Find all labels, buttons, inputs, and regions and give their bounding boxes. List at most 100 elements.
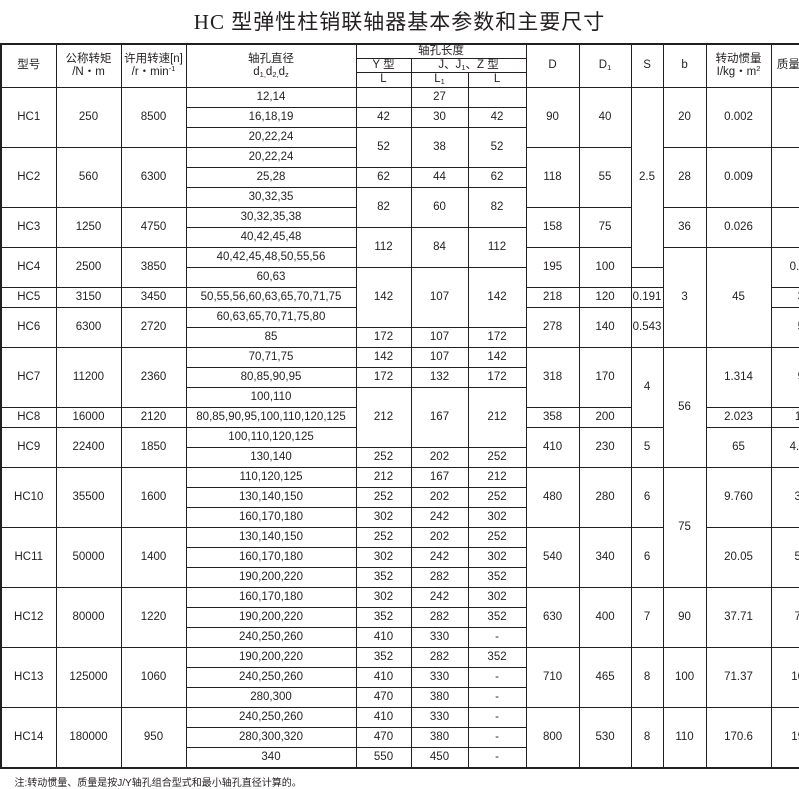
- header-bore-diameter: 轴孔直径 d1,d2,dz: [185, 43, 357, 88]
- cell-D: 278: [525, 306, 580, 348]
- cell-D: 480: [525, 466, 580, 528]
- table-row: 280,300 470 380 -: [1, 686, 799, 708]
- cell-S: 4: [630, 346, 664, 428]
- cell-b: 56: [662, 346, 707, 468]
- cell-L: 172: [355, 366, 412, 388]
- cell-L: 302: [355, 506, 412, 528]
- table-row: 240,250,260 410 330 -: [1, 666, 799, 688]
- cell-model: HC8: [0, 406, 57, 428]
- cell-bore-diameter: 110,120,125: [185, 466, 357, 488]
- cell-bore-diameter: 130,140,150: [185, 486, 357, 508]
- cell-speed: 1220: [120, 586, 187, 648]
- cell-bore-diameter: 25,28: [185, 166, 357, 188]
- cell-inertia: 37.71: [705, 586, 772, 648]
- cell-bore-diameter: 280,300,320: [185, 726, 357, 748]
- cell-L1: 202: [410, 486, 469, 508]
- cell-torque: 80000: [55, 586, 122, 648]
- cell-speed: 2360: [120, 346, 187, 408]
- cell-L1: 282: [410, 606, 469, 628]
- cell-inertia: 2.023: [705, 406, 772, 428]
- cell-bore-diameter: 100,110: [185, 386, 357, 408]
- cell-D: 90: [525, 86, 580, 148]
- header-b: b: [662, 43, 707, 88]
- cell-bore-diameter: 16,18,19: [185, 106, 357, 128]
- cell-L1: 330: [410, 706, 469, 728]
- cell-mass: 1956: [770, 706, 799, 769]
- cell-L1: 242: [410, 546, 469, 568]
- cell-inertia: 0.543: [630, 306, 664, 348]
- cell-bore-diameter: 160,170,180: [185, 546, 357, 568]
- cell-Lz: 142: [467, 266, 527, 328]
- table-row: 85 172 107 172: [1, 326, 799, 348]
- cell-bore-diameter: 40,42,45,48: [185, 226, 357, 248]
- table-row: HC2 560 6300 20,22,24 118 55 28 0.009 5: [0, 146, 799, 208]
- cell-S: 7: [630, 586, 664, 648]
- cell-Lz: 302: [467, 546, 527, 568]
- cell-D1: 100: [578, 246, 632, 288]
- cell-L: 142: [355, 346, 412, 368]
- cell-speed: 8500: [120, 86, 187, 148]
- cell-D: 630: [525, 586, 580, 648]
- cell-b: 36: [662, 206, 707, 248]
- cell-mass: 5: [770, 146, 799, 208]
- cell-L: 352: [355, 646, 412, 668]
- cell-speed: 4750: [120, 206, 187, 248]
- cell-bore-diameter: 80,85,90,95: [185, 366, 357, 388]
- cell-bore-diameter: 60,63,65,70,71,75,80: [185, 306, 357, 328]
- cell-torque: 180000: [55, 706, 122, 769]
- cell-torque: 2500: [55, 246, 122, 288]
- cell-Lz: -: [467, 626, 527, 648]
- cell-inertia: 1.314: [705, 346, 772, 408]
- cell-bore-diameter: 160,170,180: [185, 506, 357, 528]
- cell-bore-diameter: 50,55,56,60,63,65,70,71,75: [185, 286, 357, 308]
- cell-Lz: 302: [467, 506, 527, 528]
- cell-mass: 53: [770, 306, 799, 348]
- cell-bore-diameter: 70,71,75: [185, 346, 357, 368]
- cell-b: 45: [705, 246, 772, 348]
- header-jz-type: J、J1、Z 型: [410, 58, 527, 74]
- table-row: 240,250,260 410 330 -: [1, 626, 799, 648]
- cell-torque: 16000: [55, 406, 122, 428]
- header-L1: L1: [410, 72, 469, 88]
- cell-D1: 200: [578, 406, 632, 428]
- cell-L1: 330: [410, 626, 469, 648]
- cell-D: 195: [525, 246, 580, 288]
- cell-model: HC5: [0, 286, 57, 308]
- cell-L1: 380: [410, 686, 469, 708]
- cell-Lz: 352: [467, 606, 527, 628]
- cell-torque: 35500: [55, 466, 122, 528]
- cell-model: HC4: [0, 246, 57, 288]
- cell-L1: 60: [410, 186, 469, 228]
- cell-L1: 27: [410, 86, 469, 108]
- cell-D1: 120: [578, 286, 632, 308]
- cell-bore-diameter: 20,22,24: [185, 126, 357, 148]
- table-row: 20,22,24 52 38 52: [1, 126, 799, 168]
- cell-Lz: 112: [467, 226, 527, 268]
- cell-S: 8: [630, 646, 664, 708]
- table-row: 190,200,220 352 282 352: [1, 606, 799, 628]
- page-root: HC 型弹性柱销联轴器基本参数和主要尺寸 型号 公称转矩 /N・m 许用转速[n…: [0, 10, 799, 789]
- header-S: S: [630, 43, 664, 88]
- cell-bore-diameter: 160,170,180: [185, 586, 357, 608]
- cell-bore-diameter: 80,85,90,95,100,110,120,125: [185, 406, 357, 428]
- cell-D1: 40: [578, 86, 632, 148]
- cell-mass: 2: [770, 86, 799, 148]
- cell-L: 302: [355, 586, 412, 608]
- cell-L: 172: [355, 326, 412, 348]
- cell-L1: 282: [410, 646, 469, 668]
- cell-L: 252: [355, 526, 412, 548]
- cell-Lz: 82: [467, 186, 527, 228]
- cell-Lz: 212: [467, 466, 527, 488]
- cell-bore-diameter: 30,32,35,38: [185, 206, 357, 228]
- table-row: 100,110 212 167 212: [1, 386, 799, 448]
- cell-torque: 250: [55, 86, 122, 148]
- cell-L1: 242: [410, 586, 469, 608]
- table-row: HC3 1250 4750 30,32,35,38 158 75 36 0.02…: [0, 206, 799, 248]
- cell-S: 2.5: [630, 86, 664, 268]
- cell-L: 212: [355, 386, 412, 448]
- cell-L: 112: [355, 226, 412, 268]
- cell-Lz: -: [467, 746, 527, 769]
- cell-bore-diameter: 60,63: [185, 266, 357, 288]
- cell-D1: 530: [578, 706, 632, 769]
- cell-bore-diameter: 340: [185, 746, 357, 769]
